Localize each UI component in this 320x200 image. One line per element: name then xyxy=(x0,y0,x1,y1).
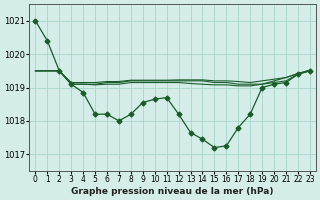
X-axis label: Graphe pression niveau de la mer (hPa): Graphe pression niveau de la mer (hPa) xyxy=(71,187,274,196)
